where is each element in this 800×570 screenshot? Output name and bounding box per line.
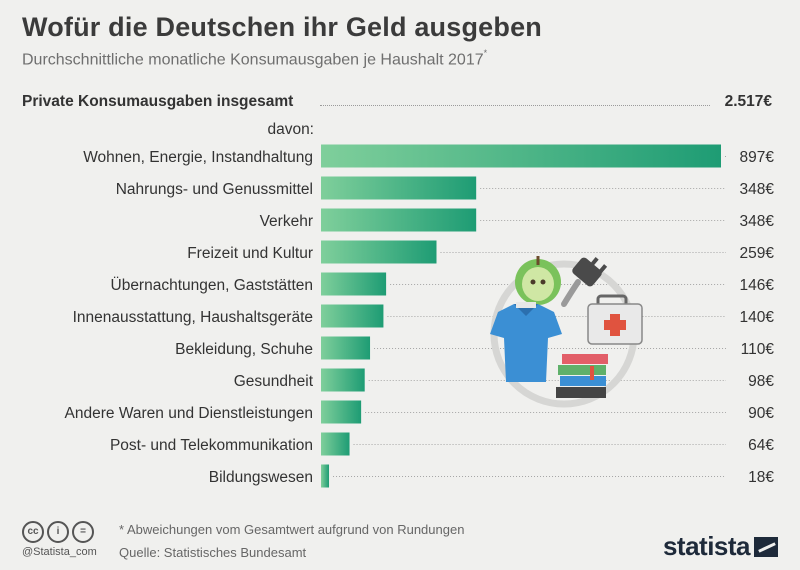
category-label: Innenausstattung, Haushaltsgeräte [73,309,313,326]
bar [321,400,362,424]
bar-row: Übernachtungen, Gaststätten 146€ [111,272,775,296]
bar [321,304,384,328]
statista-logo-mark [754,537,778,557]
statista-handle: @Statista_com [22,546,97,558]
bar-row: Nahrungs- und Genussmittel 348€ [116,176,775,200]
books-icon [556,354,608,398]
apple-icon [515,256,561,305]
chart-subtitle: Durchschnittliche monatliche Konsumausga… [22,48,488,69]
chart-title: Wofür die Deutschen ihr Geld ausgeben [22,12,542,42]
bar-row: Andere Waren und Dienstleistungen 90€ [65,400,774,424]
category-label: Wohnen, Energie, Instandhaltung [83,149,313,166]
value-label: 98€ [748,373,774,390]
total-value: 2.517€ [724,93,772,110]
footnote: * Abweichungen vom Gesamtwert aufgrund v… [119,522,465,537]
statista-logo: statista [663,531,778,562]
bar [321,144,721,168]
bar [321,240,437,264]
subtitle-text: Durchschnittliche monatliche Konsumausga… [22,51,484,69]
bar [321,208,477,232]
value-label: 259€ [740,245,775,262]
bar-row: Freizeit und Kultur 259€ [187,240,775,264]
value-label: 348€ [740,213,775,230]
bar-row: Innenausstattung, Haushaltsgeräte 140€ [73,304,775,328]
category-label: Übernachtungen, Gaststätten [111,276,314,294]
cc-icon: cc [22,521,44,543]
no-derivatives-icon: = [72,521,94,543]
category-label: Bildungswesen [209,469,313,486]
bar-row: Bekleidung, Schuhe 110€ [175,336,775,360]
bar [321,272,387,296]
value-label: 110€ [741,341,775,358]
category-label: Verkehr [260,213,313,230]
category-label: Freizeit und Kultur [187,245,313,262]
bars-layer: Wohnen, Energie, Instandhaltung 897€ Nahru… [65,144,775,488]
value-label: 64€ [748,437,774,454]
subtitle-footnote-mark: * [483,48,488,58]
bar [321,176,477,200]
license-icons: cc i = [22,521,97,543]
spending-illustration [490,256,643,408]
bar [321,464,330,488]
footer: cc i = @Statista_com * Abweichungen vom Ge… [0,515,800,570]
first-aid-kit-icon [587,294,643,345]
value-label: 348€ [740,181,775,198]
attribution-icon: i [47,521,69,543]
bar-row: Post- und Telekommunikation 64€ [110,432,774,456]
tshirt-icon [490,302,562,382]
bar [321,336,371,360]
value-label: 90€ [748,405,774,422]
total-row: Private Konsumausgaben insgesamt 2.517€ [22,92,772,114]
total-leader-dots [320,105,710,106]
category-label: Post- und Telekommunikation [110,437,313,454]
bar-row: Wohnen, Energie, Instandhaltung 897€ [83,144,775,168]
category-label: Bekleidung, Schuhe [175,341,313,358]
value-label: 146€ [740,277,775,294]
source-note: Quelle: Statistisches Bundesamt [119,545,307,560]
davon-label: davon: [267,121,314,138]
bar [321,368,365,392]
bar-row: Gesundheit 98€ [234,368,774,392]
value-label: 18€ [748,469,774,486]
value-label: 897€ [740,149,775,166]
bar-row: Bildungswesen 18€ [209,464,774,488]
plug-icon [561,257,608,307]
category-label: Nahrungs- und Genussmittel [116,181,313,198]
total-label: Private Konsumausgaben insgesamt [22,93,294,110]
category-label: Gesundheit [234,373,314,390]
bar [321,432,350,456]
statista-logo-text: statista [662,531,751,561]
category-label: Andere Waren und Dienstleistungen [65,405,313,422]
bar-chart: Wohnen, Energie, Instandhaltung 897€ Nahru… [65,144,775,488]
value-label: 140€ [740,309,775,326]
bar-row: Verkehr 348€ [260,208,775,232]
